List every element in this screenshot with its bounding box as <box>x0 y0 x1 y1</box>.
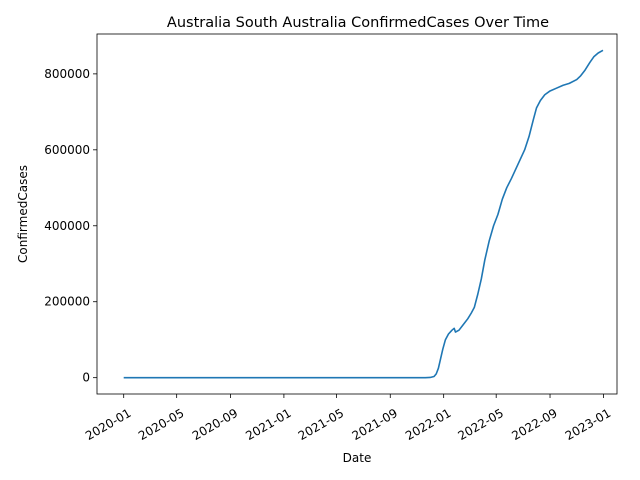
y-tick-label: 800000 <box>44 67 90 81</box>
x-axis: 2020-01 2020-05 2020-09 2021-01 2021-05 2021-… <box>83 394 613 443</box>
y-tick-label: 600000 <box>44 143 90 157</box>
y-tick-label: 400000 <box>44 219 90 233</box>
x-tick-label: 2021-09 <box>350 406 400 443</box>
x-tick-label: 2022-01 <box>403 406 453 443</box>
x-tick-label: 2020-09 <box>190 406 240 443</box>
x-tick-label: 2022-09 <box>509 406 559 443</box>
y-axis: 0 200000 400000 600000 800000 <box>44 67 97 385</box>
y-axis-title: ConfirmedCases <box>16 165 30 263</box>
y-tick-label: 0 <box>82 371 90 385</box>
series-line-0 <box>123 49 604 379</box>
y-tick-label: 200000 <box>44 295 90 309</box>
x-tick-label: 2020-01 <box>83 406 133 443</box>
plot-area <box>123 49 604 379</box>
x-tick-label: 2022-05 <box>456 406 506 443</box>
chart-title: Australia South Australia ConfirmedCases… <box>167 15 549 31</box>
x-tick-label: 2021-05 <box>296 406 346 443</box>
x-tick-label: 2023-01 <box>563 406 613 443</box>
x-axis-title: Date <box>343 451 372 465</box>
x-tick-label: 2020-05 <box>136 406 186 443</box>
plot-frame <box>96 33 618 395</box>
x-tick-label: 2021-01 <box>243 406 293 443</box>
